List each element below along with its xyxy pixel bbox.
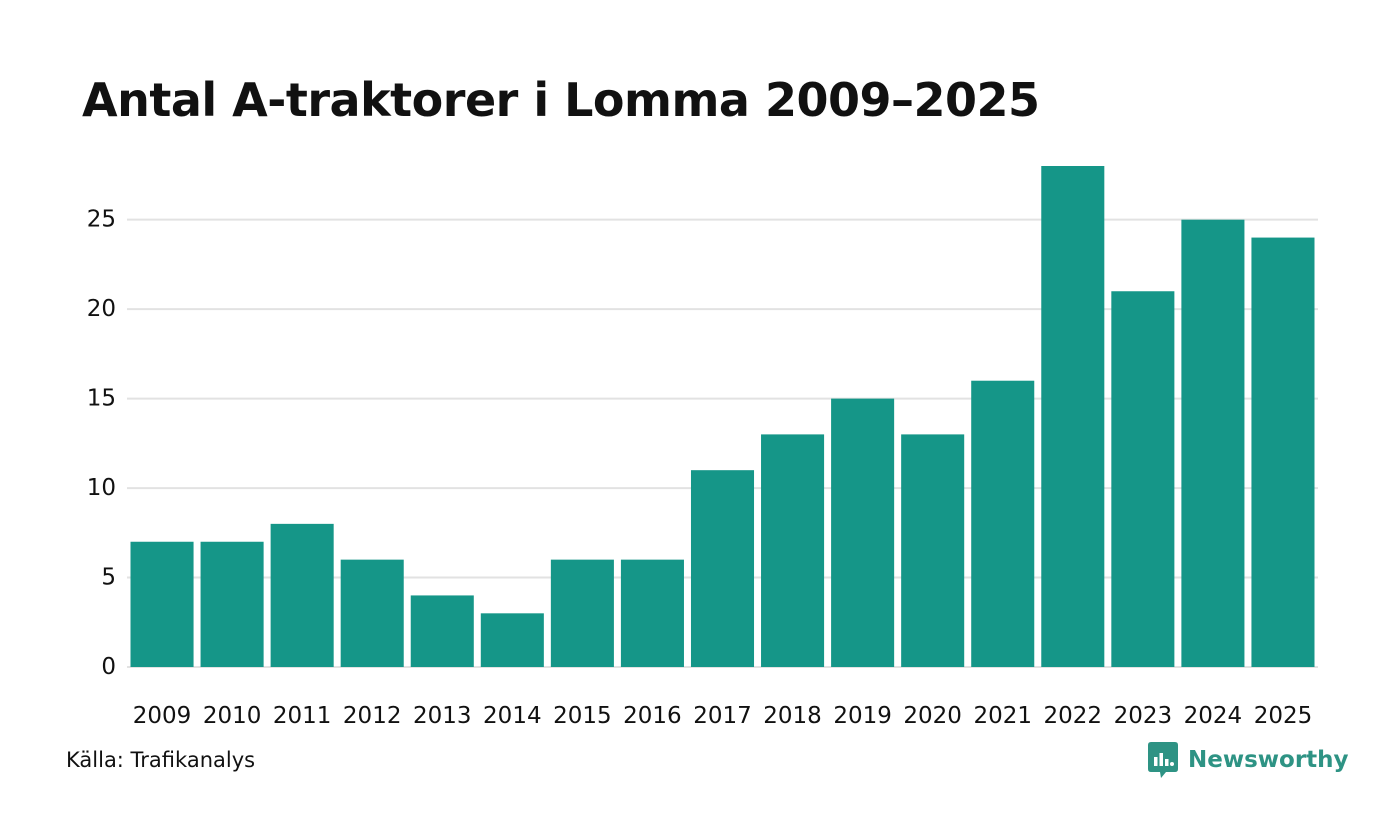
bar-2025 bbox=[1251, 237, 1315, 668]
x-axis-ticks: 2009 2010 2011 2012 2013 2014 2015 2016 2017 2018… bbox=[133, 703, 1312, 729]
bar-2022 bbox=[1041, 166, 1105, 667]
x-tick-label: 2024 bbox=[1184, 703, 1243, 729]
x-tick-label: 2014 bbox=[483, 703, 542, 729]
bars bbox=[130, 166, 1315, 668]
x-tick-label: 2020 bbox=[903, 703, 962, 729]
bar-2009 bbox=[130, 541, 194, 667]
x-tick-label: 2019 bbox=[833, 703, 892, 729]
brand-logo: Newsworthy bbox=[1148, 742, 1349, 778]
source-label: Källa: Trafikanalys bbox=[66, 748, 256, 772]
brand-name: Newsworthy bbox=[1188, 747, 1349, 773]
x-tick-label: 2010 bbox=[203, 703, 262, 729]
x-tick-label: 2009 bbox=[133, 703, 192, 729]
bar-2016 bbox=[620, 559, 684, 667]
bar-2013 bbox=[410, 595, 474, 667]
bar-2024 bbox=[1181, 219, 1245, 667]
bar-2017 bbox=[690, 470, 755, 667]
x-tick-label: 2018 bbox=[763, 703, 822, 729]
x-tick-label: 2016 bbox=[623, 703, 682, 729]
bar-2019 bbox=[831, 398, 895, 667]
x-tick-label: 2025 bbox=[1254, 703, 1313, 729]
bar-2021 bbox=[971, 380, 1035, 667]
y-tick-label: 0 bbox=[101, 654, 116, 680]
bar-2020 bbox=[901, 434, 965, 667]
bar-2018 bbox=[761, 434, 825, 667]
bar-2010 bbox=[200, 541, 264, 667]
y-tick-label: 25 bbox=[87, 207, 116, 233]
x-tick-label: 2021 bbox=[973, 703, 1032, 729]
y-tick-label: 5 bbox=[101, 565, 116, 591]
bar-2023 bbox=[1111, 291, 1175, 667]
y-tick-label: 10 bbox=[87, 475, 116, 501]
bar-2012 bbox=[340, 559, 404, 667]
x-tick-label: 2013 bbox=[413, 703, 472, 729]
x-tick-label: 2011 bbox=[273, 703, 332, 729]
x-tick-label: 2012 bbox=[343, 703, 402, 729]
bar-2011 bbox=[270, 523, 334, 667]
bar-2014 bbox=[480, 613, 544, 667]
y-axis-ticks: 0 5 10 15 20 25 bbox=[87, 207, 116, 680]
y-tick-label: 20 bbox=[87, 296, 116, 322]
bar-2015 bbox=[550, 559, 614, 667]
x-tick-label: 2023 bbox=[1114, 703, 1173, 729]
chart-title: Antal A-traktorer i Lomma 2009–2025 bbox=[82, 73, 1040, 127]
y-tick-label: 15 bbox=[87, 386, 116, 412]
x-tick-label: 2017 bbox=[693, 703, 752, 729]
x-tick-label: 2022 bbox=[1044, 703, 1103, 729]
newsworthy-logo-icon bbox=[1148, 742, 1178, 778]
x-tick-label: 2015 bbox=[553, 703, 612, 729]
